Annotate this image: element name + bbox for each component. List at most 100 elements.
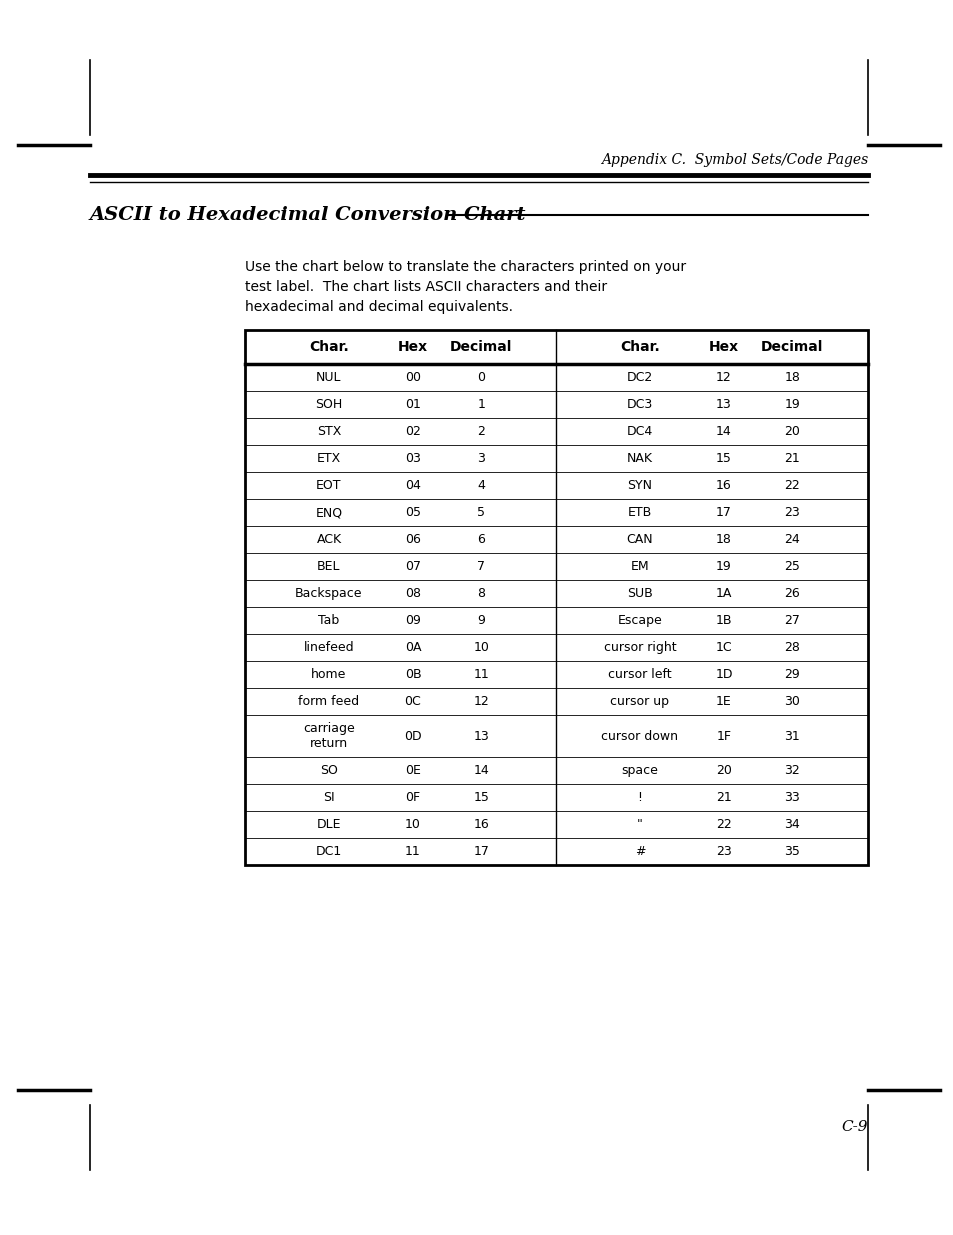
Text: Use the chart below to translate the characters printed on your
test label.  The: Use the chart below to translate the cha…: [245, 261, 685, 314]
Text: Appendix C.  Symbol Sets/Code Pages: Appendix C. Symbol Sets/Code Pages: [600, 153, 867, 167]
Text: 20: 20: [783, 425, 800, 438]
Text: 12: 12: [716, 370, 731, 384]
Text: form feed: form feed: [298, 695, 359, 708]
Text: 1C: 1C: [715, 641, 732, 655]
Text: Escape: Escape: [617, 614, 661, 627]
Text: STX: STX: [316, 425, 341, 438]
Text: 0F: 0F: [405, 790, 420, 804]
Text: 7: 7: [476, 559, 485, 573]
Text: SYN: SYN: [627, 479, 652, 492]
Text: 1D: 1D: [715, 668, 732, 680]
Text: 4: 4: [476, 479, 485, 492]
Text: 23: 23: [716, 845, 731, 858]
Text: 22: 22: [716, 818, 731, 831]
Text: 18: 18: [783, 370, 800, 384]
Text: 27: 27: [783, 614, 800, 627]
Text: 35: 35: [783, 845, 800, 858]
Text: carriage
return: carriage return: [303, 722, 355, 750]
Text: !: !: [637, 790, 641, 804]
Text: Char.: Char.: [619, 340, 659, 354]
Text: BEL: BEL: [317, 559, 340, 573]
Text: #: #: [634, 845, 644, 858]
Text: 00: 00: [404, 370, 420, 384]
Text: DC1: DC1: [315, 845, 342, 858]
Text: 28: 28: [783, 641, 800, 655]
Text: 08: 08: [404, 587, 420, 600]
Text: 10: 10: [405, 818, 420, 831]
Text: EM: EM: [630, 559, 649, 573]
Text: 0B: 0B: [404, 668, 421, 680]
Text: 5: 5: [476, 506, 485, 519]
Text: 04: 04: [405, 479, 420, 492]
Text: 0E: 0E: [405, 764, 420, 777]
Text: 15: 15: [473, 790, 489, 804]
Text: NAK: NAK: [626, 452, 652, 466]
Text: DC4: DC4: [626, 425, 653, 438]
Text: 06: 06: [405, 534, 420, 546]
Text: 20: 20: [716, 764, 731, 777]
Text: 33: 33: [783, 790, 800, 804]
Text: 13: 13: [473, 730, 489, 742]
Text: 21: 21: [783, 452, 800, 466]
Text: 21: 21: [716, 790, 731, 804]
Text: 0: 0: [476, 370, 485, 384]
Text: 18: 18: [716, 534, 731, 546]
Text: 10: 10: [473, 641, 489, 655]
Text: 22: 22: [783, 479, 800, 492]
Text: SUB: SUB: [626, 587, 652, 600]
Text: 16: 16: [473, 818, 489, 831]
Text: 03: 03: [405, 452, 420, 466]
Text: 16: 16: [716, 479, 731, 492]
Text: 0D: 0D: [404, 730, 421, 742]
Text: ETB: ETB: [627, 506, 652, 519]
Text: cursor up: cursor up: [610, 695, 669, 708]
Text: 1F: 1F: [716, 730, 731, 742]
Text: ETX: ETX: [316, 452, 341, 466]
Text: 32: 32: [783, 764, 800, 777]
Text: cursor down: cursor down: [600, 730, 678, 742]
Text: ASCII to Hexadecimal Conversion Chart: ASCII to Hexadecimal Conversion Chart: [90, 206, 526, 224]
Text: cursor left: cursor left: [607, 668, 671, 680]
Text: DC3: DC3: [626, 398, 653, 411]
Text: 14: 14: [473, 764, 489, 777]
Text: 26: 26: [783, 587, 800, 600]
Text: EOT: EOT: [315, 479, 341, 492]
Text: 19: 19: [783, 398, 800, 411]
Text: DC2: DC2: [626, 370, 653, 384]
Text: 3: 3: [476, 452, 485, 466]
Text: linefeed: linefeed: [303, 641, 354, 655]
Text: 31: 31: [783, 730, 800, 742]
Text: C-9: C-9: [841, 1120, 867, 1134]
Text: cursor right: cursor right: [603, 641, 676, 655]
Text: ": ": [637, 818, 642, 831]
Text: SI: SI: [323, 790, 335, 804]
Text: 13: 13: [716, 398, 731, 411]
Text: 30: 30: [783, 695, 800, 708]
Text: 07: 07: [404, 559, 420, 573]
Text: 01: 01: [405, 398, 420, 411]
Text: 19: 19: [716, 559, 731, 573]
Text: Decimal: Decimal: [450, 340, 512, 354]
Text: NUL: NUL: [315, 370, 341, 384]
Text: DLE: DLE: [316, 818, 341, 831]
Text: 0A: 0A: [404, 641, 420, 655]
Text: 2: 2: [476, 425, 485, 438]
Text: 17: 17: [473, 845, 489, 858]
Text: 17: 17: [716, 506, 731, 519]
Bar: [245, 330, 867, 864]
Text: 1B: 1B: [715, 614, 731, 627]
Text: SO: SO: [319, 764, 337, 777]
Text: 23: 23: [783, 506, 800, 519]
Text: 12: 12: [473, 695, 489, 708]
Text: Hex: Hex: [708, 340, 739, 354]
Text: 09: 09: [405, 614, 420, 627]
Text: 34: 34: [783, 818, 800, 831]
Text: 9: 9: [476, 614, 485, 627]
Text: Hex: Hex: [397, 340, 428, 354]
Text: CAN: CAN: [626, 534, 653, 546]
Text: 15: 15: [716, 452, 731, 466]
Text: 02: 02: [405, 425, 420, 438]
Text: home: home: [311, 668, 346, 680]
Text: Backspace: Backspace: [294, 587, 362, 600]
Text: 25: 25: [783, 559, 800, 573]
